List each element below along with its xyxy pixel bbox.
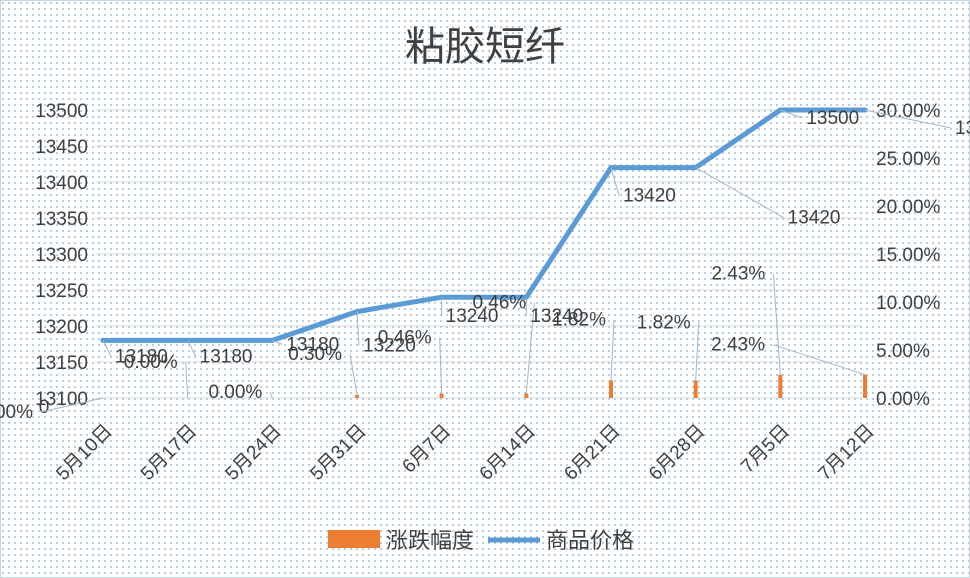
price-label: 13180 — [115, 346, 168, 367]
leader-line — [695, 167, 784, 219]
price-label: 13180 — [200, 346, 253, 367]
pct-label: 1.82% — [637, 313, 691, 334]
right-tick-label: 10.00% — [876, 293, 941, 314]
bar — [693, 380, 698, 398]
leader-line — [356, 311, 360, 346]
leader-line — [780, 109, 803, 119]
price-label: 13500 — [955, 118, 970, 139]
legend: 涨跌幅度 商品价格 — [328, 529, 634, 554]
right-tick-label: 20.00% — [876, 197, 941, 218]
x-tick-label: 5月10日 — [52, 421, 116, 485]
chart-title: 粘胶短纤 — [405, 24, 565, 70]
leader-line — [610, 319, 615, 381]
bar — [439, 393, 444, 398]
pct-label: 0.00% — [124, 352, 178, 373]
x-tick-label: 6月7日 — [399, 421, 456, 478]
right-tick-label: 0.00% — [876, 389, 930, 410]
left-tick-label: 13450 — [35, 137, 88, 158]
x-tick-label: 5月24日 — [222, 421, 286, 485]
price-label: 13500 — [806, 108, 859, 129]
leader-line — [439, 337, 443, 394]
bar-data-labels: 0.00% 0.00% 0.00% 0.30% 0.46% 0.46% 1.82% 1.82%… — [0, 264, 866, 423]
pct-label: 2.43% — [711, 264, 765, 285]
x-tick-label: 7月5日 — [737, 421, 794, 478]
x-tick-label: 7月12日 — [814, 421, 878, 485]
leader-line — [272, 339, 283, 345]
left-tick-label: 13350 — [35, 209, 88, 230]
right-tick-label: 25.00% — [876, 149, 941, 170]
pct-label: 0.46% — [378, 328, 432, 349]
left-tick-label: 13250 — [35, 281, 88, 302]
leader-line — [187, 340, 197, 357]
left-tick-label: 13200 — [35, 317, 88, 338]
gridlines — [95, 109, 862, 399]
price-label: 13420 — [623, 186, 676, 207]
bar — [355, 395, 359, 398]
pct-label: 2.43% — [711, 335, 765, 356]
leader-line — [772, 344, 866, 376]
x-tick-label: 6月21日 — [560, 421, 624, 485]
leader-line — [695, 322, 700, 381]
pct-label: 1.82% — [552, 310, 606, 331]
pct-label: 0.00% — [0, 402, 33, 423]
price-label: 13220 — [363, 336, 416, 357]
x-tick-label: 6月14日 — [476, 421, 540, 485]
leader-line — [269, 391, 273, 399]
price-label: 13180 — [286, 334, 339, 355]
x-axis: 5月10日 5月17日 5月24日 5月31日 6月7日 6月14日 6月21日 6月28日 7… — [52, 421, 878, 485]
price-label: 13420 — [788, 208, 841, 229]
legend-label: 商品价格 — [546, 529, 634, 554]
pct-label: 0.00% — [208, 382, 262, 403]
leader-line — [185, 361, 189, 399]
bar — [863, 374, 867, 398]
legend-swatch-bar — [328, 530, 380, 548]
left-tick-label: 13300 — [35, 245, 88, 266]
leader-line — [102, 340, 112, 357]
bar — [778, 374, 783, 398]
x-tick-label: 5月31日 — [306, 421, 370, 485]
right-tick-label: 30.00% — [876, 101, 941, 122]
leader-line — [864, 109, 952, 129]
bar — [609, 380, 613, 398]
price-label: 13240 — [446, 306, 499, 327]
leader-line — [610, 167, 620, 196]
price-label: 13240 — [530, 306, 583, 327]
line-data-labels: 13180 13180 13180 13220 13240 13240 13420 13420… — [102, 108, 970, 367]
legend-label: 涨跌幅度 — [386, 529, 474, 554]
right-axis: 0.00% 5.00% 10.00% 15.00% 20.00% 25.00% 30.00% — [876, 101, 941, 410]
leader-line — [772, 273, 781, 375]
leader-line — [349, 354, 358, 396]
left-zero-label: 0 — [39, 397, 50, 418]
left-tick-label: 13500 — [35, 101, 88, 122]
pct-label: 0.30% — [288, 344, 342, 365]
left-tick-label: 13150 — [35, 353, 88, 374]
leader-line — [525, 302, 535, 394]
bar-series — [355, 374, 867, 398]
x-tick-label: 6月28日 — [645, 421, 709, 485]
right-tick-label: 15.00% — [876, 245, 941, 266]
left-tick-label: 13400 — [35, 173, 88, 194]
left-axis: 1310013150132001325013300133501340013450… — [35, 101, 88, 418]
pct-label: 0.46% — [472, 293, 526, 314]
bar — [524, 393, 529, 398]
right-tick-label: 5.00% — [876, 341, 930, 362]
price-line — [100, 107, 868, 343]
x-tick-label: 5月17日 — [137, 421, 201, 485]
leader-line — [40, 397, 104, 413]
